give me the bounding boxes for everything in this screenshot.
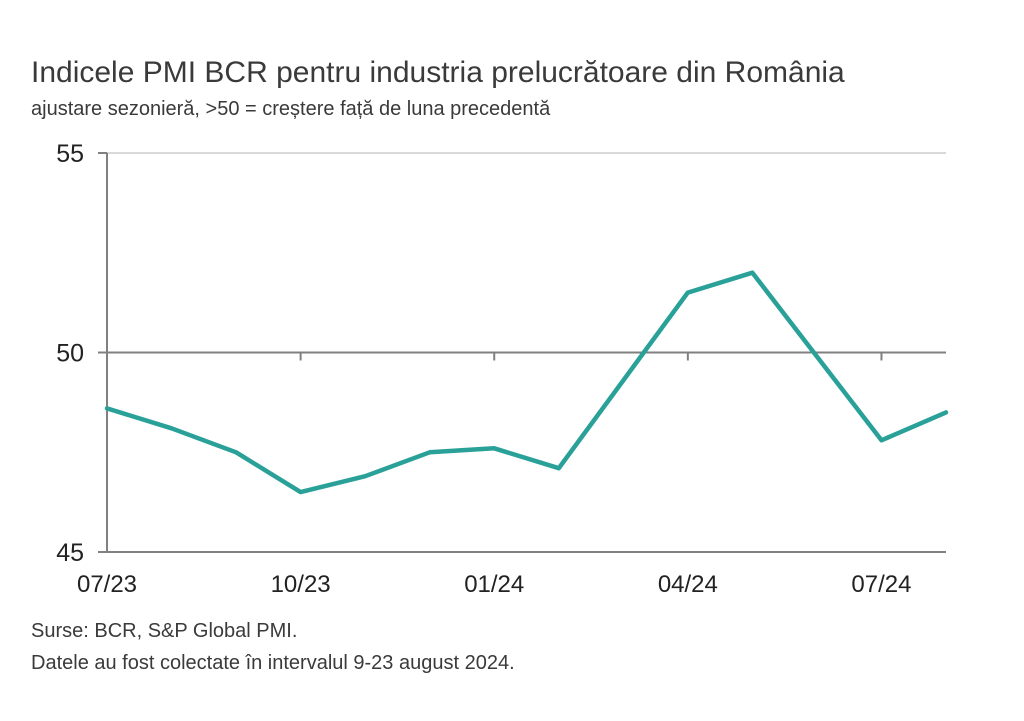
x-tick-label: 04/24: [658, 571, 718, 598]
x-tick-label: 07/24: [851, 571, 911, 598]
x-tick-label: 01/24: [464, 571, 524, 598]
source-note: Surse: BCR, S&P Global PMI.: [31, 620, 297, 643]
y-tick-label: 45: [56, 539, 84, 567]
pmi-series-line: [107, 273, 946, 492]
y-tick-label: 50: [56, 340, 84, 368]
y-tick-label: 55: [56, 140, 84, 168]
collection-note: Datele au fost colectate în intervalul 9…: [31, 652, 515, 675]
x-tick-label: 07/23: [77, 571, 137, 598]
x-tick-label: 10/23: [271, 571, 331, 598]
